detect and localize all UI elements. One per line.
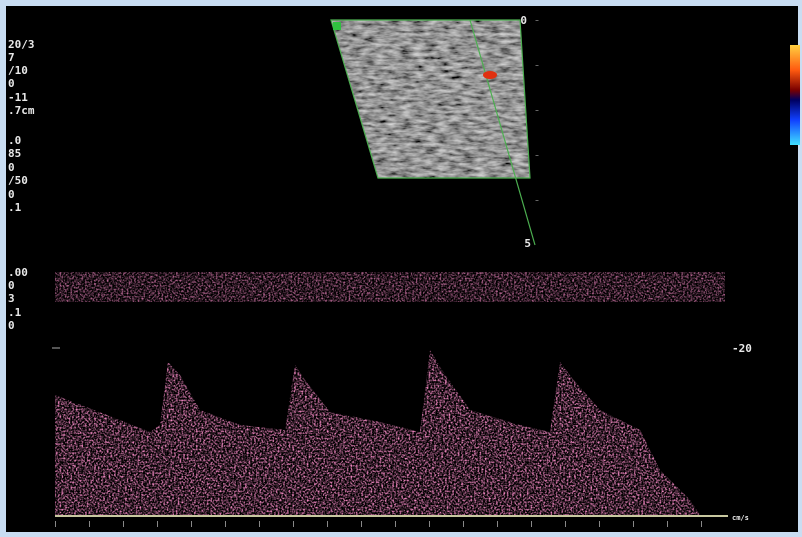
param: 0 — [8, 319, 15, 332]
param: /50 — [8, 174, 28, 187]
param: -11 — [8, 91, 28, 104]
param: /10 — [8, 64, 28, 77]
param: .00 — [8, 266, 28, 279]
depth-label: 0 — [520, 14, 527, 27]
velocity-unit: cm/s — [732, 514, 749, 522]
param: 0 — [8, 77, 15, 90]
param: 3 — [8, 292, 15, 305]
param: 0 — [8, 188, 15, 201]
page: {"left_params": ["20/3", "7", "/10", "0"… — [0, 0, 802, 537]
param: 20/3 — [8, 38, 35, 51]
velocity-label: -20 — [732, 342, 752, 355]
param: .1 — [8, 201, 22, 214]
param: 7 — [8, 51, 15, 64]
param: 85 — [8, 147, 21, 160]
param: .1 — [8, 306, 22, 319]
ultrasound-screen: 5 0 20/3 7 /10 0 -11 .7cm .0 85 0 /50 0 … — [0, 0, 802, 537]
flow-color — [483, 71, 497, 79]
color-bar — [790, 45, 800, 145]
flow-color — [333, 22, 341, 30]
param: .0 — [8, 134, 21, 147]
aliasing-band — [55, 272, 725, 302]
param: 0 — [8, 279, 15, 292]
param: .7cm — [8, 104, 35, 117]
depth-label: 5 — [524, 237, 531, 250]
param: 0 — [8, 161, 15, 174]
